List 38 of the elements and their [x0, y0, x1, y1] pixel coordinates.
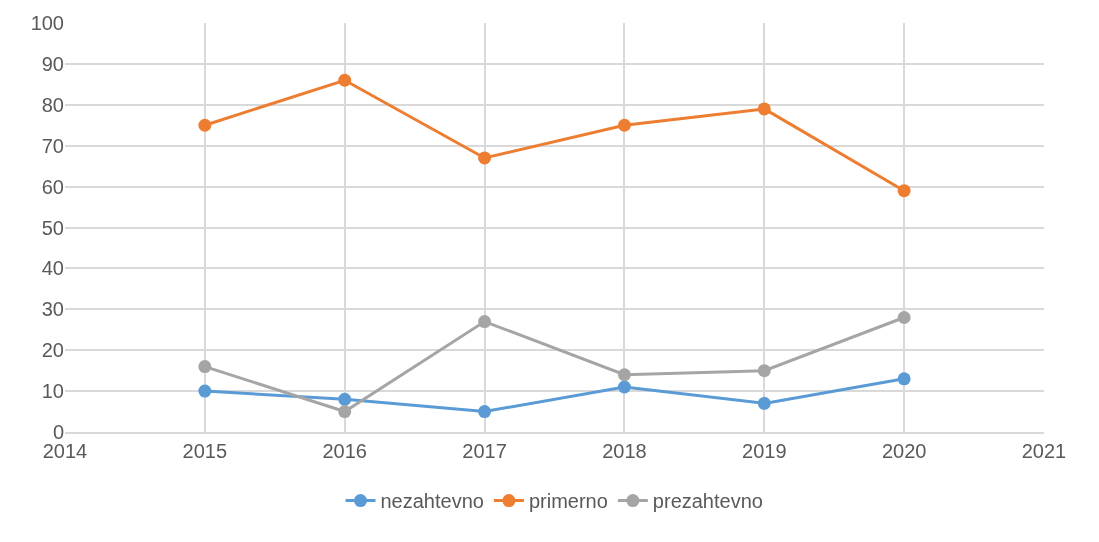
point	[338, 405, 352, 419]
y-tick-label: 40	[41, 257, 64, 280]
legend-label: nezahtevno	[380, 490, 484, 513]
point	[338, 392, 352, 406]
y-tick-label: 50	[41, 216, 64, 239]
y-tick-label: 90	[41, 52, 64, 75]
y-tick-label: 70	[41, 134, 64, 157]
point	[897, 372, 911, 386]
point	[617, 380, 631, 394]
x-tick-label: 2020	[881, 439, 927, 462]
point	[478, 405, 492, 419]
point	[897, 310, 911, 324]
point	[897, 184, 911, 198]
point	[757, 364, 771, 378]
y-tick-label: 100	[30, 12, 64, 34]
x-tick-label: 2021	[1021, 439, 1067, 462]
x-tick-label: 2018	[602, 439, 647, 462]
point	[478, 315, 492, 329]
y-tick-label: 10	[41, 380, 64, 403]
x-tick-label: 2019	[742, 439, 787, 462]
legend-label: prezahtevno	[652, 490, 763, 513]
point	[757, 102, 771, 116]
point	[198, 360, 212, 374]
point	[617, 118, 631, 132]
y-tick-label: 30	[41, 298, 64, 321]
legend-label: primerno	[528, 490, 608, 513]
point	[338, 73, 352, 87]
point	[617, 368, 631, 382]
x-tick-label: 2016	[322, 439, 367, 462]
point	[198, 384, 212, 398]
y-tick-label: 60	[41, 175, 64, 198]
point	[478, 151, 492, 165]
x-tick-label: 2015	[182, 439, 228, 462]
y-tick-label: 20	[41, 339, 64, 362]
y-tick-label: 80	[41, 93, 64, 116]
point	[757, 396, 771, 410]
x-tick-label: 2017	[462, 439, 507, 462]
point	[198, 118, 212, 132]
